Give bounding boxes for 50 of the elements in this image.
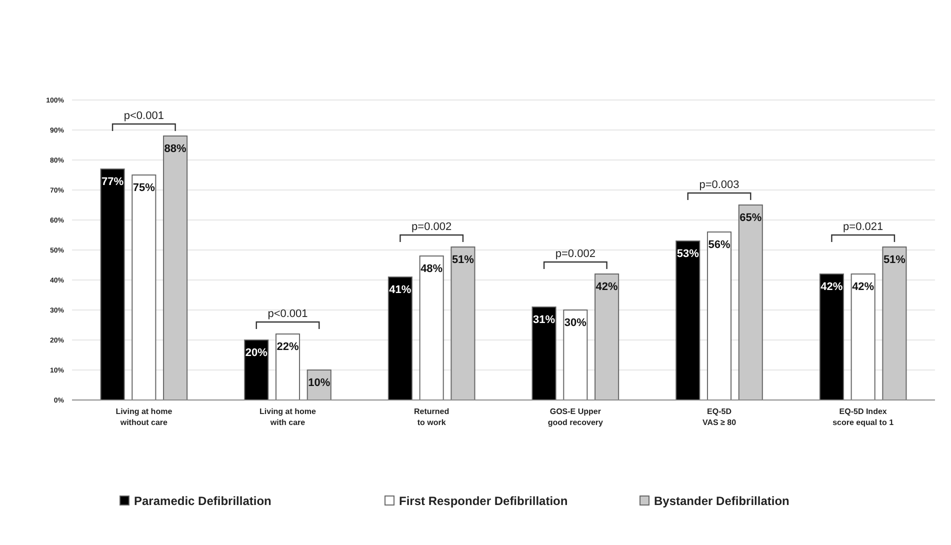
bar (419, 256, 444, 400)
data-label: 88% (164, 143, 187, 155)
x-tick-label: EQ-5D VAS ≥ 80 (702, 407, 737, 427)
x-tick-label: Living at home without care (116, 407, 173, 427)
data-label: 10% (308, 377, 330, 389)
data-label: 51% (452, 254, 474, 266)
bar (882, 246, 907, 400)
annotation: p<0.001 (268, 308, 308, 320)
bar (388, 276, 412, 400)
bar (738, 204, 763, 400)
legend-label: Bystander Defibrillation (654, 494, 790, 508)
bar (163, 136, 188, 400)
x-tick-label: GOS-E Upper good recovery (548, 407, 604, 427)
bar (100, 168, 125, 400)
bar (819, 274, 844, 400)
annotation: p=0.002 (555, 248, 596, 260)
data-label: 41% (389, 284, 412, 296)
data-label: 42% (852, 281, 874, 293)
bar (563, 310, 588, 400)
annotation: p=0.002 (412, 221, 452, 233)
bar (706, 232, 732, 400)
annotation: p=0.021 (843, 221, 884, 233)
bar (244, 340, 269, 400)
data-label: 22% (276, 341, 299, 353)
bar (132, 174, 156, 400)
data-label: 51% (883, 254, 906, 266)
data-label: 30% (564, 317, 587, 329)
bar (275, 334, 300, 400)
data-label: 65% (740, 212, 762, 224)
data-label: 20% (245, 347, 268, 359)
annotation: p<0.001 (124, 110, 164, 122)
bar (532, 306, 556, 400)
data-label: 48% (420, 263, 443, 275)
legend-label: Paramedic Defibrillation (134, 494, 272, 508)
data-label: 56% (708, 239, 730, 251)
data-label: 42% (596, 281, 618, 293)
legend-label: First Responder Defibrillation (399, 494, 568, 508)
bar (450, 246, 476, 400)
bar (676, 240, 700, 400)
data-label: 42% (820, 281, 843, 293)
bar (850, 274, 876, 400)
bar (594, 274, 620, 400)
x-tick-label: Returned to work (414, 407, 450, 427)
annotation: p=0.003 (699, 179, 740, 191)
data-label: 53% (676, 248, 700, 260)
x-tick-label: EQ-5D Index score equal to 1 (832, 407, 894, 427)
data-label: 77% (102, 176, 124, 188)
data-label: 75% (132, 182, 156, 194)
x-tick-label: Living at home with care (260, 407, 317, 427)
data-label: 31% (533, 314, 556, 326)
